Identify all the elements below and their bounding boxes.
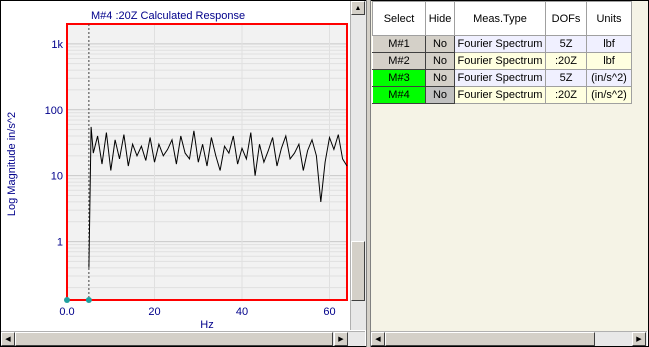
meas-type-cell: Fourier Spectrum [454,52,546,70]
cursor-marker-origin[interactable] [64,297,70,303]
x-tick-label: 60 [323,306,335,318]
measurements-table: Select Hide Meas.Type DOFs Units M#1 No … [372,1,632,104]
dofs-cell: 5Z [545,69,587,87]
table-horizontal-scrollbar[interactable]: ◀ ▶ [371,331,647,346]
table-row[interactable]: M#4 No Fourier Spectrum :20Z (in/s^2) [372,86,632,104]
units-cell: (in/s^2) [586,86,632,104]
dofs-cell: 5Z [545,35,587,53]
horizontal-scroll-thumb[interactable] [15,332,333,346]
response-plot[interactable]: M#4 :20Z Calculated Response 1k 100 10 1 0.… [1,1,350,330]
x-tick-label: 40 [236,306,248,318]
horizontal-scroll-thumb[interactable] [385,332,595,346]
meas-type-cell: Fourier Spectrum [454,35,546,53]
y-tick-label: 100 [45,105,63,117]
x-tick-label: 0.0 [59,306,74,318]
table-row[interactable]: M#3 No Fourier Spectrum 5Z (in/s^2) [372,69,632,87]
plot-vertical-scrollbar[interactable]: ▲ [350,1,367,330]
units-cell: lbf [586,35,632,53]
vertical-scroll-thumb[interactable] [351,241,365,301]
y-tick-label: 1k [51,39,63,51]
cursor-marker[interactable] [85,297,92,303]
y-axis-label: Log Magnitude in/s^2 [6,112,18,216]
select-button-m3[interactable]: M#3 [372,69,426,87]
table-row[interactable]: M#1 No Fourier Spectrum 5Z lbf [372,35,632,53]
y-tick-labels: 1k 100 10 1 [45,39,64,249]
scroll-right-icon[interactable]: ▶ [632,332,646,346]
scroll-up-icon[interactable]: ▲ [351,1,365,15]
table-row[interactable]: M#2 No Fourier Spectrum :20Z lbf [372,52,632,70]
meas-type-cell: Fourier Spectrum [454,69,546,87]
hide-button-m4[interactable]: No [425,86,455,104]
hide-button-m2[interactable]: No [425,52,455,70]
y-tick-label: 1 [57,237,63,249]
y-tick-label: 10 [51,171,63,183]
plot-pane: M#4 :20Z Calculated Response 1k 100 10 1 0.… [1,1,367,330]
hide-button-m1[interactable]: No [425,35,455,53]
grid-lines [67,23,347,300]
x-axis-label: Hz [200,319,213,330]
scroll-left-icon[interactable]: ◀ [371,332,385,346]
select-button-m2[interactable]: M#2 [372,52,426,70]
select-button-m1[interactable]: M#1 [372,35,426,53]
plot-title: M#4 :20Z Calculated Response [91,10,245,22]
scroll-right-icon[interactable]: ▶ [334,332,348,346]
plot-border [66,23,348,301]
x-tick-label: 20 [148,306,160,318]
column-header-hide[interactable]: Hide [425,1,455,36]
units-cell: (in/s^2) [586,69,632,87]
units-cell: lbf [586,52,632,70]
scroll-left-icon[interactable]: ◀ [1,332,15,346]
meas-type-cell: Fourier Spectrum [454,86,546,104]
column-header-units[interactable]: Units [586,1,632,36]
table-header-row: Select Hide Meas.Type DOFs Units [372,1,632,36]
column-header-dofs[interactable]: DOFs [545,1,587,36]
column-header-select[interactable]: Select [372,1,426,36]
plot-horizontal-scrollbar[interactable]: ◀ ▶ [1,331,365,346]
hide-button-m3[interactable]: No [425,69,455,87]
series-line [88,126,348,268]
select-button-m4[interactable]: M#4 [372,86,426,104]
dofs-cell: :20Z [545,52,587,70]
x-tick-labels: 0.0 20 40 60 [59,306,335,318]
column-header-meas-type[interactable]: Meas.Type [454,1,546,36]
pane-splitter[interactable] [366,0,371,347]
dofs-cell: :20Z [545,86,587,104]
measurements-table-pane: Select Hide Meas.Type DOFs Units M#1 No … [371,1,648,331]
